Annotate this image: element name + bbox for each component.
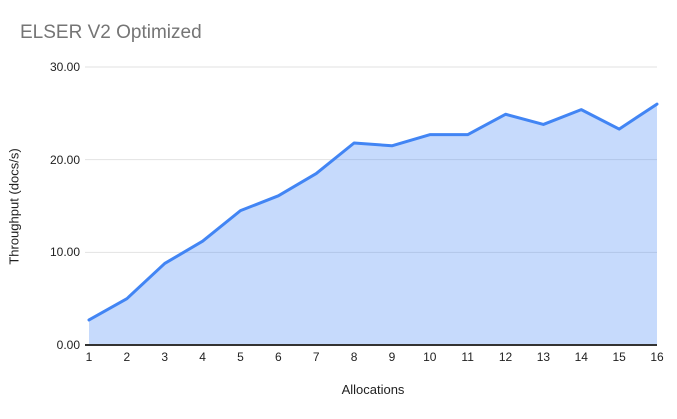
x-tick-label: 15 <box>612 350 626 364</box>
x-tick-label: 6 <box>274 350 282 364</box>
chart-title: ELSER V2 Optimized <box>20 22 202 43</box>
x-tick-label: 4 <box>199 350 206 364</box>
x-axis-title: Allocations <box>341 382 405 397</box>
plot-area <box>85 66 659 346</box>
x-tick-label: 5 <box>237 350 244 364</box>
x-tick-label: 11 <box>461 350 474 364</box>
y-tick-label: 0.00 <box>56 338 80 352</box>
y-tick-label: 20.00 <box>49 152 80 167</box>
x-tick-label: 1 <box>85 350 93 364</box>
x-tick-label: 8 <box>350 350 358 364</box>
x-tick-label: 2 <box>123 350 131 364</box>
x-tick-label: 9 <box>388 350 396 364</box>
x-tick-label: 16 <box>650 350 664 364</box>
x-tick-label: 12 <box>498 350 513 364</box>
y-axis-title: Throughput (docs/s) <box>6 148 22 265</box>
x-tick-label: 14 <box>574 350 588 364</box>
x-tick-label: 3 <box>161 350 169 364</box>
x-tick-label: 13 <box>536 350 551 364</box>
series-line <box>87 102 659 322</box>
y-tick-label: 10.00 <box>49 245 80 260</box>
x-tick-label: 10 <box>423 350 437 364</box>
x-tick-label: 7 <box>312 350 320 364</box>
y-tick-label: 30.00 <box>49 60 80 74</box>
area-fill <box>89 104 657 345</box>
